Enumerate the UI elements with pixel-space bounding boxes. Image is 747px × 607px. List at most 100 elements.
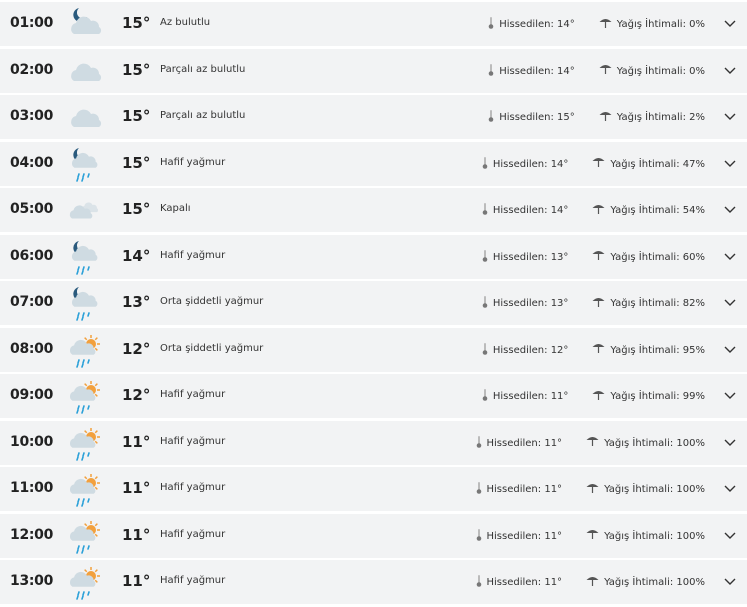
rain-label: Yağış İhtimali:	[610, 251, 680, 263]
thermometer-icon	[482, 156, 488, 172]
rain-value: 100%	[676, 577, 705, 588]
feels-value: 14°	[550, 158, 569, 170]
details: Hissedilen: 11° Yağış İhtimali: 100%	[476, 435, 705, 451]
feels-label: Hissedilen:	[492, 391, 548, 402]
forecast-row[interactable]: 10:00 11° Hafif yağmur Hissedilen: 11° Y…	[0, 420, 747, 465]
forecast-row[interactable]: 07:00 13° Orta şiddetli yağmur Hissedile…	[0, 281, 747, 325]
forecast-row[interactable]: 01:00 15° Az bulutlu Hissedilen: 14° Yağ…	[0, 2, 747, 46]
condition-description: Orta şiddetli yağmur	[160, 296, 264, 307]
condition-description: Parçalı az bulutlu	[160, 110, 246, 121]
chevron-down-icon[interactable]	[723, 156, 737, 170]
forecast-row[interactable]: 03:00 15° Parçalı az bulutlu Hissedilen:…	[0, 95, 747, 139]
chevron-down-icon[interactable]	[723, 202, 737, 216]
rain-chance: Yağış İhtimali: 0%	[599, 64, 705, 78]
feels-label: Hissedilen:	[492, 298, 548, 309]
hour-time: 05:00	[10, 201, 54, 217]
forecast-row[interactable]: 08:00 12° Orta şiddetli yağmur Hissedile…	[0, 327, 747, 372]
forecast-row[interactable]: 09:00 12° Hafif yağmur Hissedilen: 11° Y…	[0, 374, 747, 418]
chevron-down-icon[interactable]	[723, 342, 737, 356]
chevron-down-icon[interactable]	[723, 295, 737, 309]
chevron-down-icon[interactable]	[723, 481, 737, 495]
feels-value: 14°	[557, 65, 575, 77]
hour-time: 06:00	[10, 247, 54, 264]
umbrella-icon	[586, 576, 599, 590]
thermometer-icon	[482, 389, 488, 404]
temperature: 15°	[122, 107, 151, 125]
details: Hissedilen: 12° Yağış İhtimali: 95%	[482, 342, 705, 358]
forecast-row[interactable]: 05:00 15° Kapalı Hissedilen: 14° Yağış İ…	[0, 188, 747, 232]
rain-label: Yağış İhtimali:	[610, 391, 680, 402]
condition-description: Kapalı	[160, 203, 191, 214]
feels-value: 11°	[550, 391, 569, 402]
thermometer-icon	[476, 482, 482, 497]
rain-label: Yağış İhtimali:	[610, 205, 680, 216]
hour-time: 03:00	[10, 108, 54, 124]
thermometer-icon	[488, 110, 494, 125]
rain-value: 2%	[689, 112, 705, 123]
forecast-row[interactable]: 02:00 15° Parçalı az bulutlu Hissedilen:…	[0, 48, 747, 93]
details: Hissedilen: 14° Yağış İhtimali: 0%	[488, 17, 705, 32]
chevron-down-icon[interactable]	[723, 528, 737, 542]
rain-value: 100%	[676, 437, 705, 449]
rain-label: Yağış İhtimali:	[604, 577, 674, 588]
condition-description: Hafif yağmur	[160, 389, 226, 400]
rain-label: Yağış İhtimali:	[616, 19, 686, 30]
forecast-row[interactable]: 12:00 11° Hafif yağmur Hissedilen: 11° Y…	[0, 513, 747, 558]
rain-chance: Yağış İhtimali: 47%	[592, 157, 705, 171]
hour-time: 07:00	[10, 294, 54, 310]
feels-label: Hissedilen:	[499, 112, 554, 123]
rain-value: 95%	[682, 344, 705, 356]
hour-time: 04:00	[10, 154, 54, 171]
chevron-down-icon[interactable]	[723, 388, 737, 402]
temperature: 11°	[122, 432, 151, 451]
feels-value: 11°	[544, 577, 563, 588]
chevron-down-icon[interactable]	[723, 16, 737, 30]
rain-label: Yağış İhtimali:	[610, 158, 680, 170]
feels-value: 11°	[544, 437, 563, 449]
cloud-icon	[71, 63, 102, 81]
forecast-row[interactable]: 11:00 11° Hafif yağmur Hissedilen: 11° Y…	[0, 467, 747, 511]
hour-time: 01:00	[10, 15, 54, 31]
hour-time: 10:00	[10, 433, 54, 450]
hour-time: 12:00	[10, 526, 54, 543]
feels-like: Hissedilen: 13°	[482, 296, 568, 311]
feels-label: Hissedilen:	[486, 484, 542, 495]
temperature: 11°	[122, 572, 151, 590]
feels-like: Hissedilen: 14°	[488, 63, 575, 79]
chevron-down-icon[interactable]	[723, 574, 737, 588]
temperature: 12°	[122, 386, 151, 404]
thermometer-icon	[476, 575, 482, 590]
cloud-icon	[71, 109, 102, 127]
rain-chance: Yağış İhtimali: 60%	[592, 250, 705, 264]
rain-label: Yağış İhtimali:	[604, 437, 674, 449]
chevron-down-icon[interactable]	[723, 435, 737, 449]
temperature: 13°	[122, 293, 151, 311]
temperature: 11°	[122, 479, 151, 497]
condition-description: Orta şiddetli yağmur	[160, 342, 264, 354]
feels-label: Hissedilen:	[492, 158, 548, 170]
condition-description: Hafif yağmur	[160, 156, 226, 168]
umbrella-icon	[592, 343, 605, 357]
thermometer-icon	[482, 203, 488, 218]
condition-description: Hafif yağmur	[160, 435, 226, 447]
chevron-down-icon[interactable]	[723, 249, 737, 263]
feels-label: Hissedilen:	[486, 530, 542, 542]
umbrella-icon	[599, 64, 612, 78]
feels-like: Hissedilen: 14°	[482, 156, 569, 172]
chevron-down-icon[interactable]	[723, 109, 737, 123]
forecast-row[interactable]: 04:00 15° Hafif yağmur Hissedilen: 14° Y…	[0, 141, 747, 186]
moon-rain-icon	[71, 240, 98, 275]
details: Hissedilen: 15° Yağış İhtimali: 2%	[488, 110, 705, 125]
details: Hissedilen: 11° Yağış İhtimali: 100%	[476, 575, 705, 590]
moon-rain-icon	[71, 287, 98, 321]
forecast-row[interactable]: 06:00 14° Hafif yağmur Hissedilen: 13° Y…	[0, 234, 747, 279]
chevron-down-icon[interactable]	[723, 63, 737, 77]
details: Hissedilen: 14° Yağış İhtimali: 54%	[482, 203, 705, 218]
feels-like: Hissedilen: 15°	[488, 110, 575, 125]
rain-chance: Yağış İhtimali: 100%	[586, 576, 705, 590]
sun-rain-icon	[69, 520, 100, 554]
rain-chance: Yağış İhtimali: 54%	[592, 204, 705, 218]
rain-value: 47%	[682, 158, 705, 170]
forecast-row[interactable]: 13:00 11° Hafif yağmur Hissedilen: 11° Y…	[0, 560, 747, 604]
